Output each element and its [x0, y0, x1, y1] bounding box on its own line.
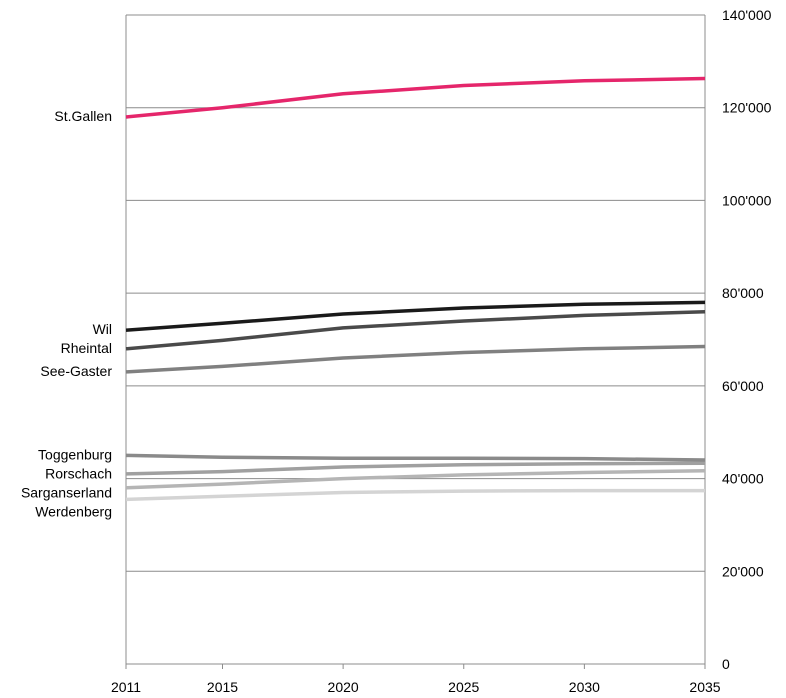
series-line [125, 300, 706, 332]
series-label: Rorschach [45, 465, 112, 481]
y-tick-label: 120'000 [722, 100, 772, 116]
y-tick-label: 40'000 [722, 471, 764, 487]
y-tick-label: 60'000 [722, 378, 764, 394]
x-tick-label: 2025 [448, 679, 479, 695]
series-line [125, 453, 706, 462]
y-tick-label: 20'000 [722, 563, 764, 579]
y-tick-label: 140'000 [722, 7, 772, 23]
series-label: Rheintal [61, 340, 112, 356]
series-label: Wil [93, 321, 112, 337]
series-line [125, 309, 706, 351]
series-line [125, 76, 706, 119]
x-tick-label: 2011 [111, 679, 141, 695]
gridlines [126, 14, 705, 572]
series-label: Werdenberg [35, 503, 112, 519]
y-tick-labels: 0 20'000 40'000 60'000 80'000 100'000 120'000 1… [722, 7, 772, 672]
x-tick-label: 2020 [328, 679, 359, 695]
x-tick-label: 2030 [569, 679, 600, 695]
y-tick-label: 100'000 [722, 192, 772, 208]
y-tick-label: 0 [722, 656, 730, 672]
axes [125, 15, 706, 669]
series-label: Sarganserland [21, 484, 112, 500]
x-tick-label: 2035 [689, 679, 720, 695]
series-label: St.Gallen [54, 108, 112, 124]
region-labels: St.Gallen Wil Rheintal See-Gaster Toggenburg… [21, 108, 112, 519]
series-line [125, 488, 705, 502]
x-tick-labels: 2011 2015 2020 2025 2030 2035 [111, 679, 721, 695]
series-label: Toggenburg [38, 446, 112, 462]
series-label: See-Gaster [40, 363, 112, 379]
series-lines [125, 76, 706, 502]
series-line [125, 461, 706, 476]
x-tick-label: 2015 [207, 679, 238, 695]
y-tick-label: 80'000 [722, 285, 764, 301]
series-line [125, 344, 706, 374]
series-line [125, 468, 706, 490]
